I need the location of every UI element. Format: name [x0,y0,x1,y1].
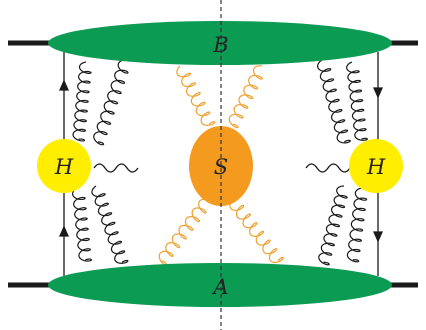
soft-gluons [158,65,284,266]
right-fermion-line [372,52,384,276]
upper-collinear-blob [48,21,392,65]
left-hard-label: H [54,155,74,179]
left-fermion-line [58,52,70,276]
soft-blob [189,126,253,206]
collinear-gluon-upper-left-1 [72,61,92,142]
soft-blob-label: S [214,155,228,179]
collinear-gluons [72,59,368,266]
collinear-gluon-upper-right-1 [346,61,368,141]
collinear-gluon-lower-right-1 [346,187,368,263]
right-photon-line [305,163,351,173]
collinear-gluon-lower-left-1 [72,187,93,262]
collinear-gluon-lower-right-2 [318,185,348,266]
right-hard-label: H [366,155,386,179]
right-hard-vertex [349,139,403,193]
soft-gluon-upper-left [176,65,216,126]
upper-blob-label: B [212,33,228,57]
soft-gluon-upper-right [228,65,263,129]
collinear-gluon-lower-left-2 [91,185,129,264]
lower-blob-label: A [211,275,228,299]
soft-gluon-lower-left [158,198,209,266]
soft-gluon-lower-right [229,199,284,264]
collinear-gluon-upper-right-2 [317,59,351,144]
collinear-gluon-upper-left-2 [93,59,129,146]
lower-collinear-blob [48,263,392,307]
left-hard-vertex [37,139,91,193]
left-photon-line [93,163,139,173]
